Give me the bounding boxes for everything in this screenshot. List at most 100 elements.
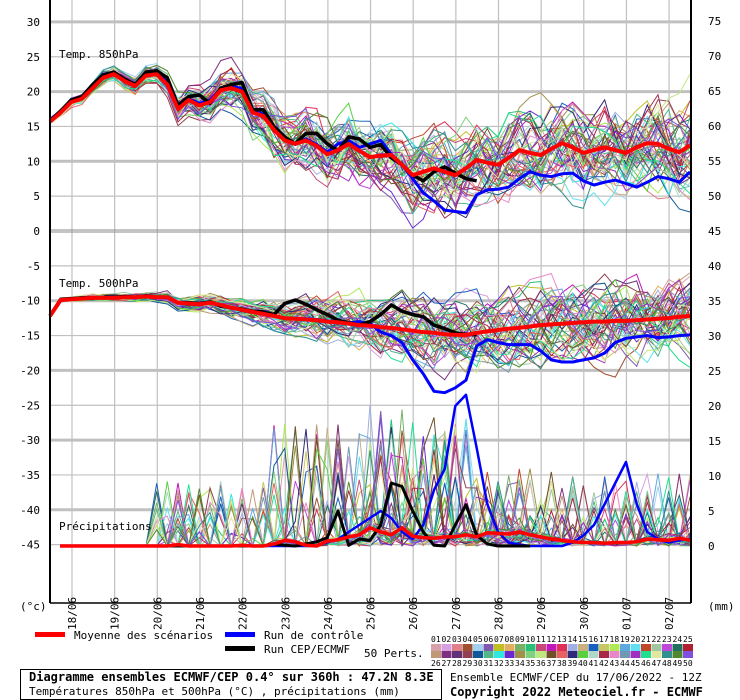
date-label: 30/06 (578, 597, 591, 630)
member-swatch (557, 651, 567, 658)
member-swatch (441, 644, 452, 651)
right-tick-label: 45 (708, 225, 721, 238)
panel-label-500: Temp. 500hPa (59, 277, 138, 290)
member-swatch (578, 651, 588, 658)
member-swatch (578, 644, 588, 651)
left-tick-label: -25 (20, 399, 40, 412)
member-swatch (483, 644, 494, 651)
member-swatch (672, 651, 683, 658)
member-swatch (452, 651, 462, 658)
chart-title: Diagramme ensembles ECMWF/CEP 0.4° sur 3… (29, 670, 434, 684)
member-number: 18 (610, 635, 620, 644)
member-swatch (546, 651, 557, 658)
member-number: 35 (526, 659, 536, 668)
left-tick-label: -40 (20, 504, 40, 517)
member-swatch (504, 651, 515, 658)
panel-label-850: Temp. 850hPa (59, 48, 138, 61)
member-swatch (536, 651, 546, 658)
left-tick-label: 15 (27, 120, 40, 133)
member-number: 48 (662, 659, 672, 668)
member-swatch (441, 651, 452, 658)
member-swatch (588, 651, 599, 658)
member-number: 43 (610, 659, 620, 668)
member-number: 01 (431, 635, 441, 644)
date-label: 18/06 (66, 597, 79, 630)
member-number: 46 (641, 659, 651, 668)
date-labels: 18/06 19/06 20/06 21/06 22/06 23/06 24/06 25/06… (66, 597, 676, 630)
date-label: 26/06 (407, 597, 420, 630)
member-legend: 01 02 03 04 05 06 07 08 09 10 11 12 13 14 15 16 17 18 19 20… (431, 635, 693, 668)
member-swatch (567, 651, 578, 658)
member-swatch (431, 651, 441, 658)
member-number: 31 (484, 659, 494, 668)
run-info: Ensemble ECMWF/CEP du 17/06/2022 - 12Z (450, 671, 702, 684)
member-swatch (473, 651, 483, 658)
member-swatch (452, 644, 462, 651)
legend-perts-label: 50 Perts. (364, 647, 424, 660)
right-tick-label: 5 (708, 505, 715, 518)
date-label: 23/06 (279, 597, 292, 630)
member-number: 41 (589, 659, 599, 668)
member-number: 42 (599, 659, 609, 668)
member-swatch (641, 644, 651, 651)
member-number: 50 (683, 659, 693, 668)
member-number: 24 (673, 635, 683, 644)
left-tick-label: -5 (27, 260, 40, 273)
member-number: 23 (662, 635, 672, 644)
date-label: 27/06 (450, 597, 463, 630)
member-swatch (609, 644, 620, 651)
left-tick-label: 20 (27, 86, 40, 99)
member-swatch (525, 644, 536, 651)
date-label: 21/06 (194, 597, 207, 630)
member-swatch (473, 644, 483, 651)
member-850-line (49, 67, 691, 199)
left-tick-label: 5 (33, 190, 40, 203)
legend-cep-swatch (225, 646, 255, 651)
left-tick-label: 0 (33, 225, 40, 238)
member-swatch (651, 644, 662, 651)
member-swatch (672, 644, 683, 651)
member-swatch (620, 651, 630, 658)
left-tick-label: -30 (20, 434, 40, 447)
right-tick-label: 25 (708, 365, 721, 378)
member-number: 44 (620, 659, 630, 668)
member-number: 20 (631, 635, 641, 644)
member-swatch (483, 651, 494, 658)
member-number: 30 (473, 659, 483, 668)
copyright: Copyright 2022 Meteociel.fr - ECMWF (450, 685, 703, 699)
member-number: 34 (515, 659, 525, 668)
right-tick-label: 15 (708, 435, 721, 448)
member-number: 29 (463, 659, 473, 668)
member-swatch (515, 644, 525, 651)
member-number: 10 (526, 635, 536, 644)
legend-cep-label: Run CEP/ECMWF (264, 643, 350, 656)
date-label: 29/06 (535, 597, 548, 630)
left-tick-label: -15 (20, 330, 40, 343)
member-number: 15 (578, 635, 588, 644)
right-tick-label: 40 (708, 260, 721, 273)
member-swatch (515, 651, 525, 658)
member-swatch (662, 651, 672, 658)
date-label: 28/06 (493, 597, 506, 630)
left-tick-label: 10 (27, 155, 40, 168)
ensemble-mean-500-line (48, 294, 691, 337)
chart-subtitle: Températures 850hPa et 500hPa (°C) , pré… (29, 685, 400, 698)
member-number: 04 (463, 635, 473, 644)
member-number: 17 (599, 635, 609, 644)
member-500-line (49, 291, 691, 366)
member-number: 25 (683, 635, 693, 644)
member-number: 27 (442, 659, 452, 668)
member-swatch (557, 644, 567, 651)
member-number: 39 (568, 659, 578, 668)
member-850-line (49, 64, 691, 188)
ensemble-mean-850-line (48, 72, 692, 178)
left-unit-label: (°c) (20, 600, 47, 613)
member-number: 12 (547, 635, 557, 644)
member-swatch (462, 651, 473, 658)
member-number: 06 (484, 635, 494, 644)
member-swatch (651, 651, 662, 658)
member-swatch (599, 644, 609, 651)
member-number: 05 (473, 635, 483, 644)
main-lines (48, 68, 692, 548)
member-850-line (49, 76, 691, 180)
